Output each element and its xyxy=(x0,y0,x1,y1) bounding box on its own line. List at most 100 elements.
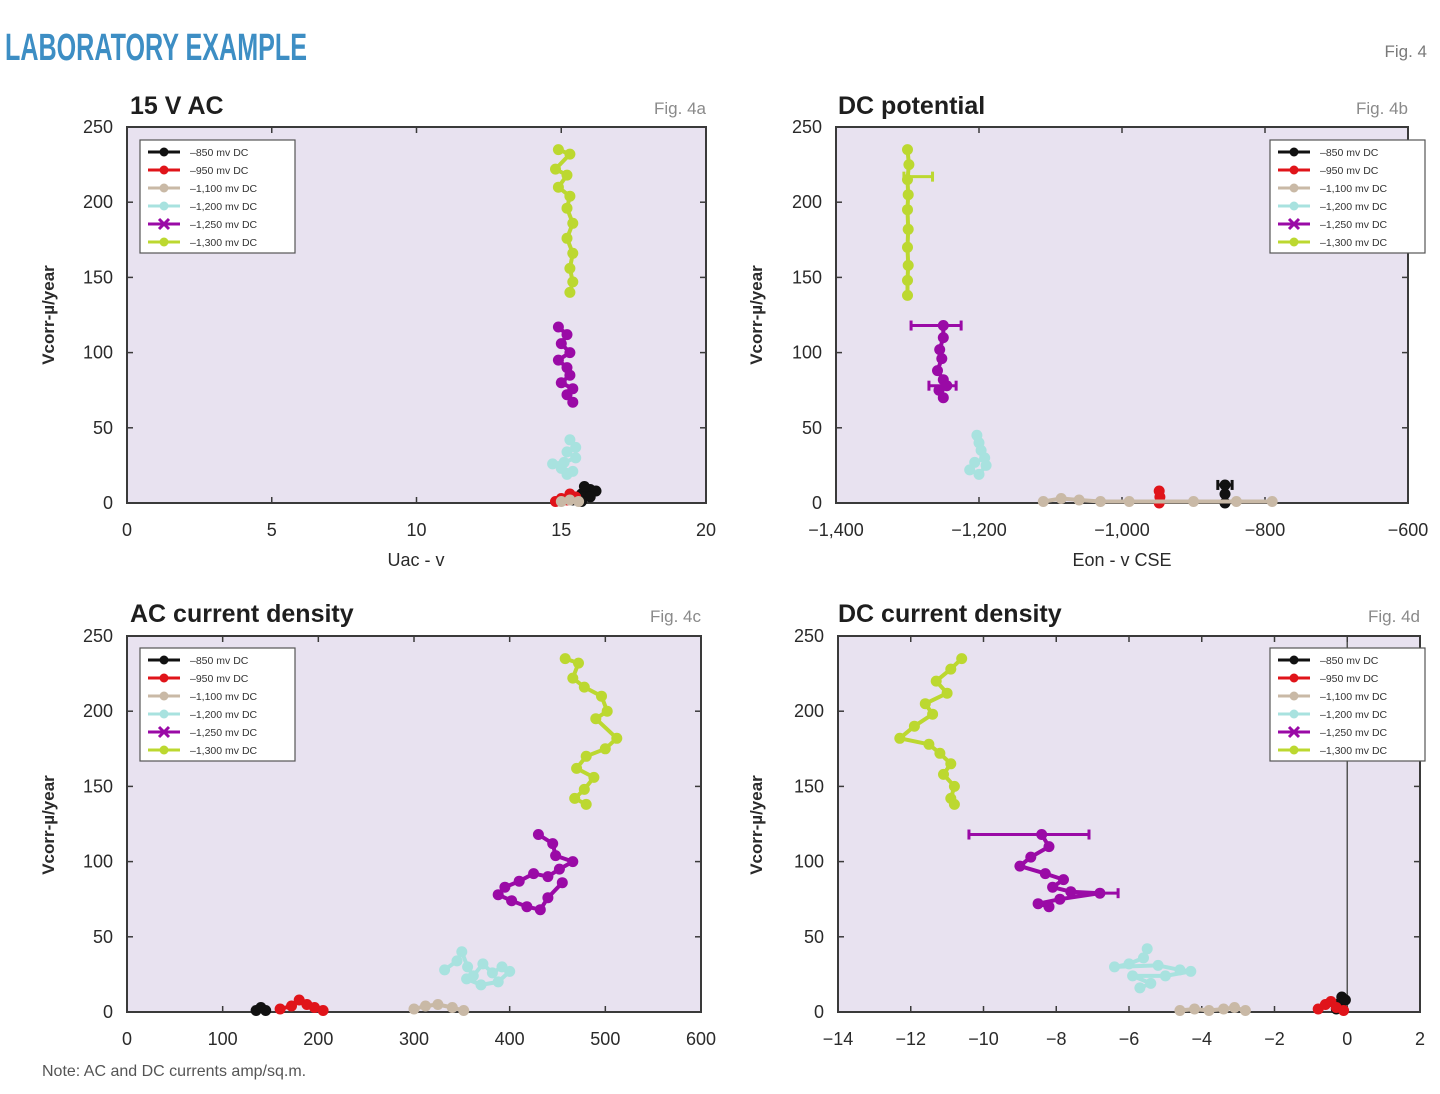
data-point xyxy=(547,458,559,470)
x-tick-label: −600 xyxy=(1388,520,1429,540)
legend-label: –1,250 mv DC xyxy=(1320,219,1388,231)
legend-entry: –1,250 mv DC xyxy=(1278,217,1388,231)
data-point xyxy=(559,653,571,665)
data-point xyxy=(260,1005,272,1016)
x-tick-label: −2 xyxy=(1264,1029,1285,1049)
data-point xyxy=(1145,977,1157,989)
data-point xyxy=(1153,485,1165,497)
data-point xyxy=(561,169,573,181)
data-point xyxy=(1025,851,1037,863)
data-point xyxy=(1109,961,1120,973)
data-point xyxy=(1037,496,1049,507)
chart-panel-d: DC current density Fig. 4d −14 −12 −10 −8 −6 −4… xyxy=(747,600,1426,1049)
legend-entry: –1,200 mv DC xyxy=(1278,709,1388,721)
data-point xyxy=(902,144,913,156)
data-point xyxy=(1123,958,1135,970)
legend-marker-x-icon xyxy=(157,725,171,739)
data-point xyxy=(286,1000,297,1012)
series-1300-mv xyxy=(902,144,915,301)
y-tick-label: 50 xyxy=(93,927,113,947)
y-tick-label: 200 xyxy=(83,192,113,212)
legend-label: –950 mv DC xyxy=(1320,165,1379,177)
data-point xyxy=(1047,881,1059,893)
data-point xyxy=(569,792,581,804)
data-point xyxy=(553,863,565,875)
data-point xyxy=(894,732,906,744)
data-point xyxy=(561,389,573,401)
legend-entry: –850 mv DC xyxy=(1278,147,1379,159)
legend-entry: –950 mv DC xyxy=(1278,165,1379,177)
legend-marker-circle-icon xyxy=(1289,655,1299,665)
x-tick-label: −12 xyxy=(895,1029,926,1049)
data-point xyxy=(1123,496,1135,507)
legend-marker-circle-icon xyxy=(1289,147,1299,157)
data-point xyxy=(902,241,913,253)
data-point xyxy=(564,369,576,381)
data-point xyxy=(1095,496,1106,507)
x-tick-label: −1,000 xyxy=(1094,520,1150,540)
legend: –850 mv DC –950 mv DC –1,100 mv DC –1,200 m… xyxy=(1269,139,1426,254)
y-tick-label: 250 xyxy=(794,626,824,646)
legend-label: –1,300 mv DC xyxy=(1320,745,1388,757)
data-point xyxy=(1127,970,1139,982)
data-point xyxy=(1073,494,1085,506)
data-point xyxy=(567,856,579,868)
figure-number: Fig. 4 xyxy=(1384,42,1427,61)
legend-marker-circle-icon xyxy=(1289,709,1299,719)
legend-marker-circle-icon xyxy=(1289,673,1299,683)
y-tick-label: 0 xyxy=(812,493,822,513)
legend-marker-x-icon xyxy=(1287,217,1301,231)
legend-label: –1,100 mv DC xyxy=(1320,691,1388,703)
series-950-mv xyxy=(1312,996,1350,1016)
data-point xyxy=(477,958,489,970)
y-tick-label: 0 xyxy=(814,1002,824,1022)
data-point xyxy=(1055,493,1067,504)
series-950-mv xyxy=(274,994,329,1016)
legend-entry: –950 mv DC xyxy=(148,165,249,177)
x-tick-label: 0 xyxy=(1342,1029,1352,1049)
y-tick-label: 250 xyxy=(83,117,113,137)
data-point xyxy=(564,347,576,359)
legend-label: –1,250 mv DC xyxy=(1320,727,1388,739)
data-point xyxy=(504,965,516,977)
data-point xyxy=(1188,496,1199,507)
data-point xyxy=(936,353,948,365)
series-1300-mv xyxy=(559,653,623,810)
data-point xyxy=(550,850,562,862)
data-point xyxy=(1203,1005,1215,1016)
data-point xyxy=(1266,496,1278,507)
data-point xyxy=(552,354,564,366)
y-tick-label: 0 xyxy=(103,1002,113,1022)
data-point xyxy=(596,690,607,702)
legend-marker-circle-icon xyxy=(1289,183,1299,193)
data-point xyxy=(462,961,474,973)
legend-label: –1,250 mv DC xyxy=(190,727,258,739)
x-tick-label: 10 xyxy=(406,520,426,540)
data-point xyxy=(492,889,504,901)
data-point xyxy=(570,452,582,464)
x-tick-label: 400 xyxy=(495,1029,525,1049)
data-point xyxy=(578,481,590,492)
series-1100-mv xyxy=(555,494,585,507)
data-point xyxy=(1152,959,1164,971)
legend-label: –1,200 mv DC xyxy=(1320,709,1388,721)
legend-entry: –1,100 mv DC xyxy=(148,183,258,195)
legend-entry: –1,250 mv DC xyxy=(148,725,258,739)
data-point xyxy=(547,838,559,850)
series-1250-mv xyxy=(492,829,579,916)
series-1300-mv xyxy=(894,653,968,810)
data-point xyxy=(309,1002,320,1013)
legend-label: –950 mv DC xyxy=(1320,673,1379,685)
data-point xyxy=(1141,943,1153,955)
legend-label: –850 mv DC xyxy=(190,655,249,667)
y-tick-label: 150 xyxy=(794,776,824,796)
data-point xyxy=(578,681,590,693)
data-point xyxy=(532,829,544,840)
data-point xyxy=(932,365,943,377)
y-tick-label: 200 xyxy=(794,701,824,721)
data-point xyxy=(552,321,564,333)
data-point xyxy=(1054,893,1066,905)
data-point xyxy=(555,496,567,507)
legend-entry: –1,100 mv DC xyxy=(1278,183,1388,195)
